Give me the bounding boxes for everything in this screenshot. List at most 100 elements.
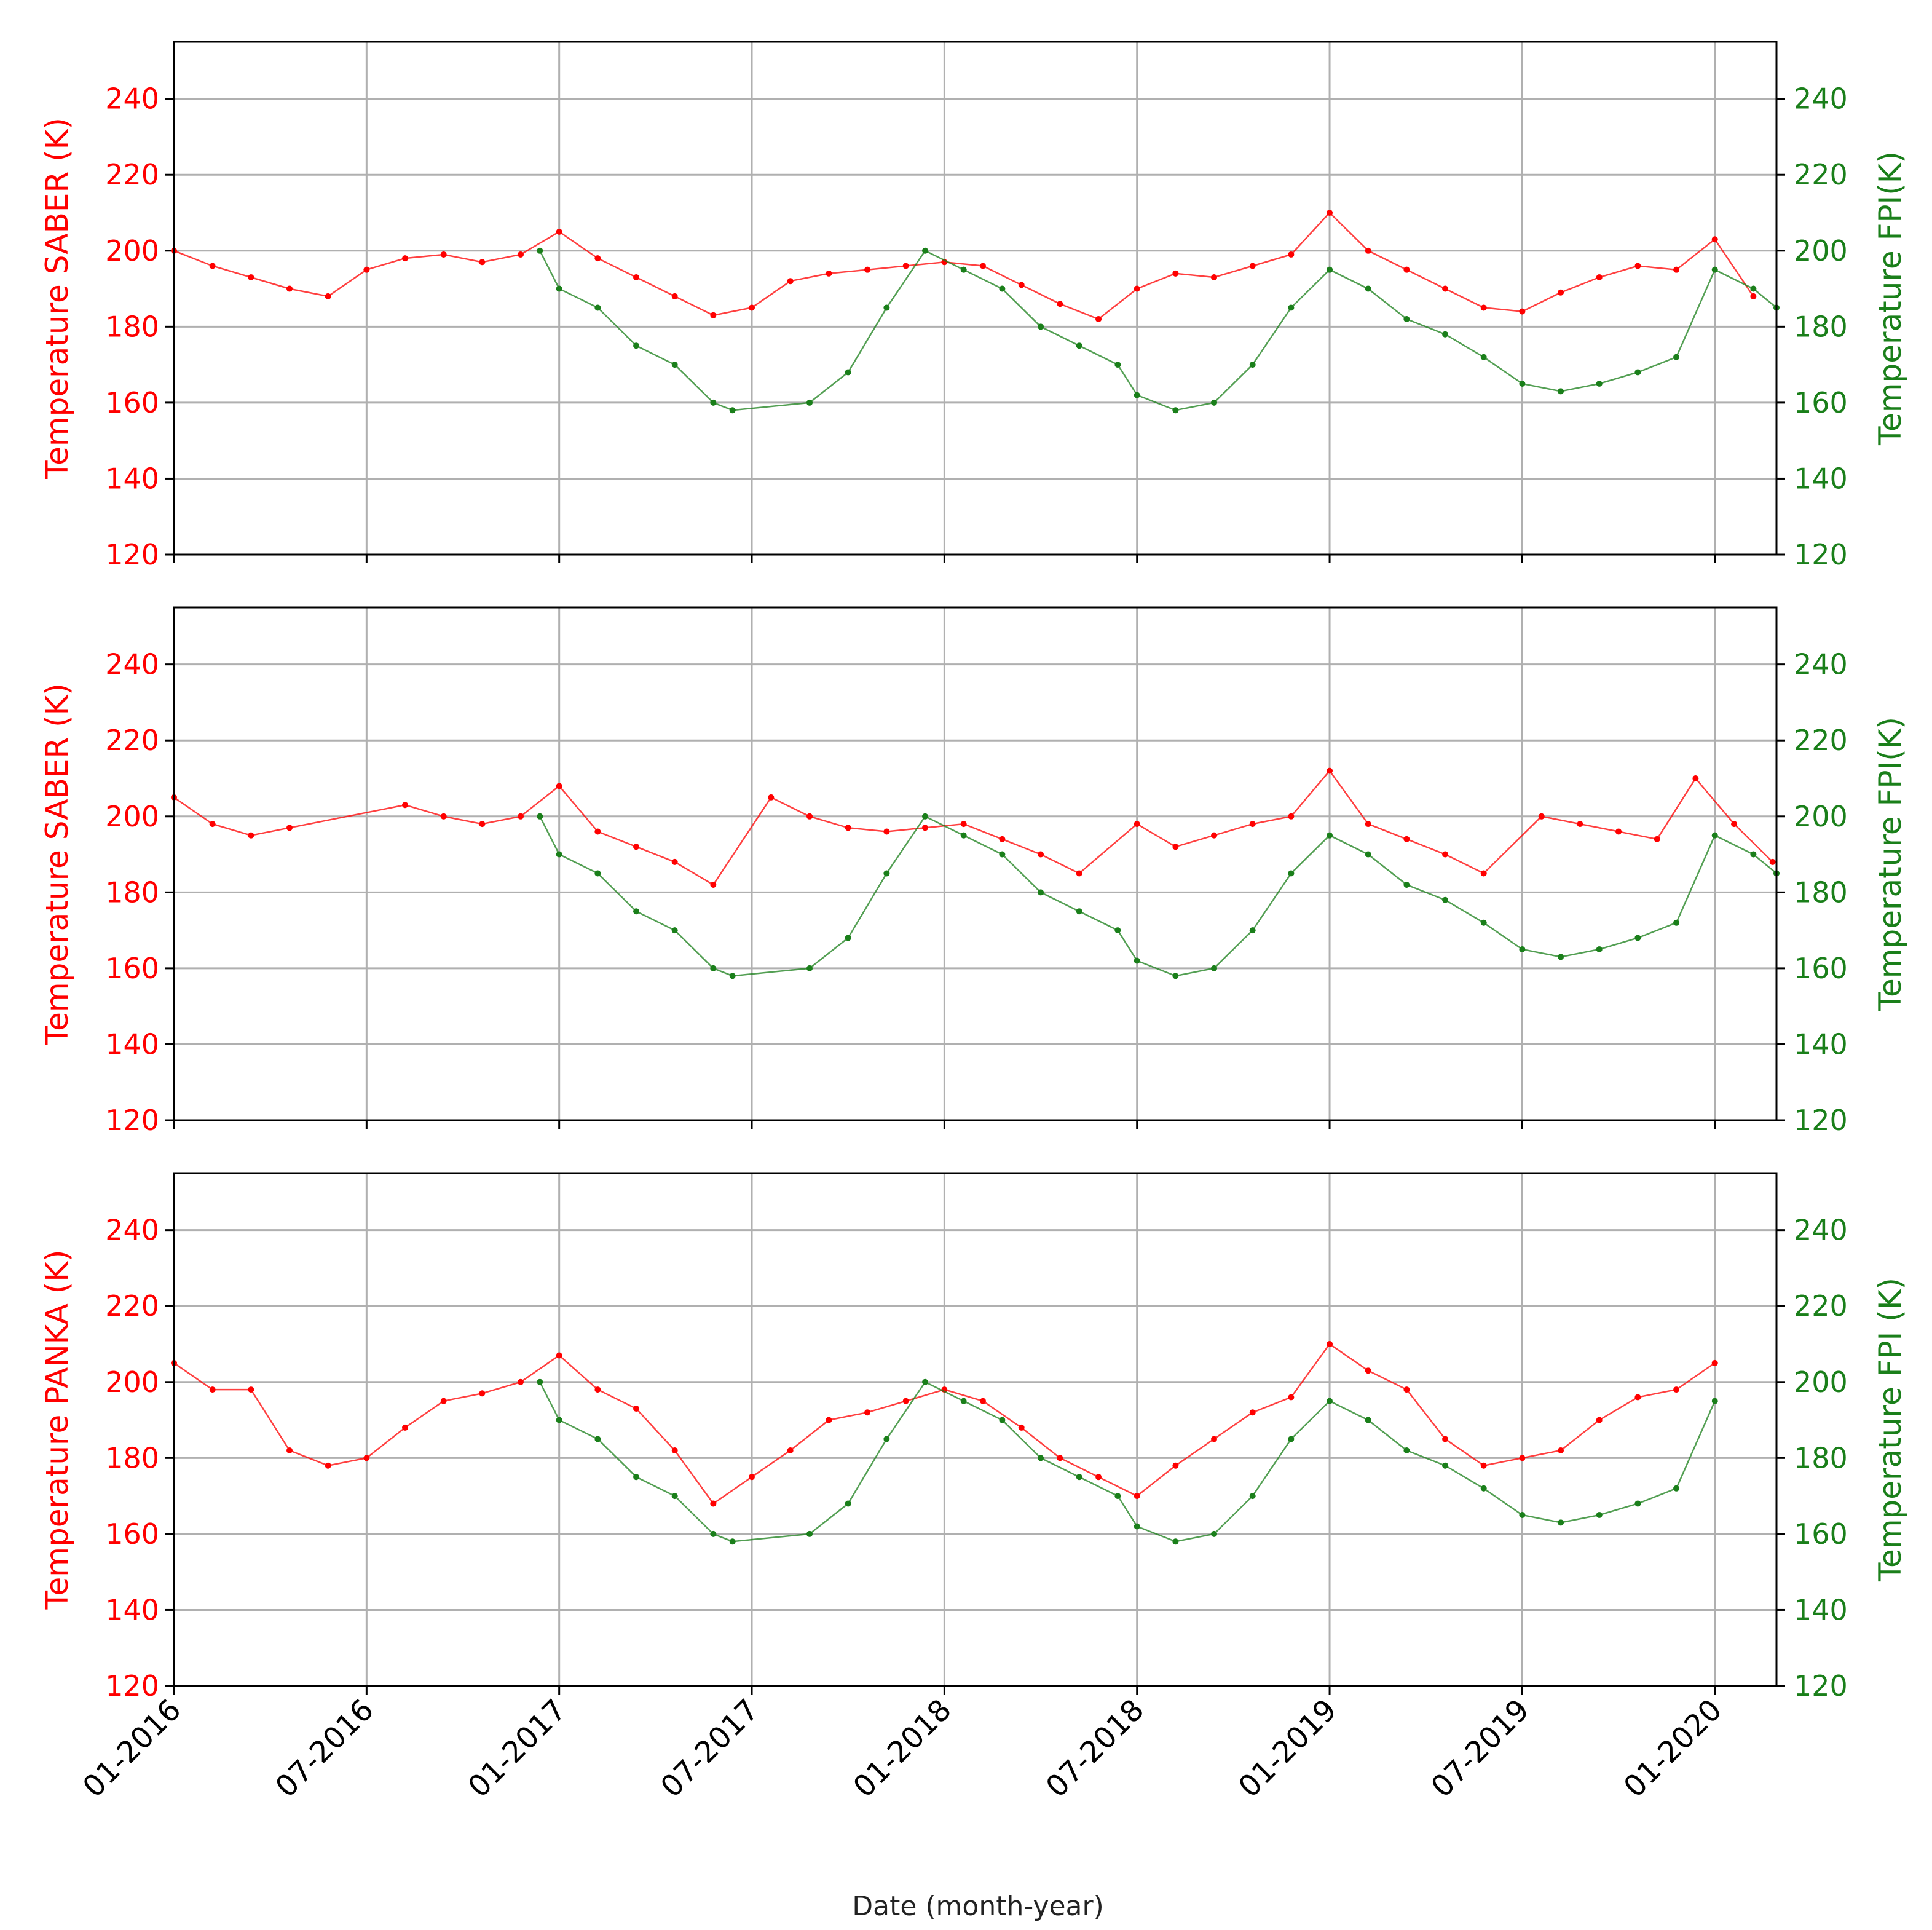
y-tick-label-right: 240 — [1794, 1214, 1848, 1247]
y-tick-label-left: 200 — [105, 1366, 159, 1399]
data-point-panka — [1711, 1359, 1718, 1366]
data-point-fpi — [960, 266, 967, 273]
data-point-fpi — [1327, 1398, 1333, 1404]
data-point-saber — [402, 802, 409, 809]
data-point-saber — [1365, 821, 1371, 828]
data-point-fpi — [1673, 1485, 1680, 1492]
data-point-fpi — [1442, 896, 1449, 903]
data-point-panka — [980, 1398, 987, 1404]
data-point-panka — [1596, 1417, 1603, 1423]
data-point-fpi — [1288, 304, 1295, 311]
data-point-panka — [556, 1352, 562, 1359]
data-point-panka — [1403, 1386, 1410, 1393]
data-point-saber — [1711, 236, 1718, 243]
y-tick-label-left: 160 — [105, 1517, 159, 1551]
data-point-saber — [922, 825, 929, 831]
data-point-fpi — [1211, 1530, 1218, 1537]
y-tick-label-right: 120 — [1794, 1104, 1848, 1137]
y-tick-label-left: 120 — [105, 1669, 159, 1703]
y-tick-label-left: 160 — [105, 386, 159, 419]
data-point-saber — [1057, 301, 1063, 307]
data-point-fpi — [1249, 362, 1256, 368]
data-point-panka — [1673, 1386, 1680, 1393]
data-point-fpi — [1442, 1462, 1449, 1469]
data-point-fpi — [1750, 285, 1757, 292]
data-point-fpi — [671, 1493, 678, 1500]
y-tick-label-left: 120 — [105, 538, 159, 571]
data-point-saber — [248, 274, 254, 281]
y-tick-label-left: 220 — [105, 1289, 159, 1323]
data-point-saber — [1442, 285, 1449, 292]
data-point-panka — [902, 1398, 909, 1404]
y-axis-label-left: Temperature SABER (K) — [39, 117, 75, 480]
data-point-saber — [286, 285, 293, 292]
data-point-fpi — [1076, 1474, 1082, 1481]
data-point-fpi — [1038, 889, 1044, 896]
data-point-saber — [440, 813, 447, 820]
data-point-saber — [864, 266, 871, 273]
data-point-fpi — [1596, 946, 1603, 952]
data-point-saber — [671, 293, 678, 299]
y-tick-label-left: 160 — [105, 952, 159, 985]
data-point-saber — [1172, 844, 1179, 850]
data-point-panka — [1558, 1447, 1564, 1453]
data-point-saber — [1615, 828, 1622, 835]
data-point-panka — [402, 1424, 409, 1431]
y-tick-label-left: 140 — [105, 1027, 159, 1061]
data-point-panka — [1057, 1455, 1063, 1461]
series-line-fpi — [539, 815, 1777, 977]
data-point-saber — [999, 836, 1006, 842]
x-tick-label: 07-2017 — [654, 1693, 765, 1804]
data-point-panka — [518, 1378, 524, 1385]
x-axis-label: Date (month-year) — [852, 1891, 1104, 1922]
data-point-panka — [1172, 1462, 1179, 1469]
data-point-panka — [671, 1447, 678, 1453]
y-tick-label-right: 240 — [1794, 648, 1848, 681]
data-point-fpi — [1076, 342, 1082, 349]
data-point-saber — [1327, 210, 1333, 216]
data-point-fpi — [922, 813, 929, 820]
y-tick-label-right: 240 — [1794, 82, 1848, 116]
data-point-fpi — [710, 399, 717, 406]
data-point-fpi — [594, 304, 601, 311]
data-point-fpi — [1711, 266, 1718, 273]
data-point-fpi — [1480, 354, 1487, 360]
data-point-fpi — [1249, 927, 1256, 934]
y-tick-label-right: 120 — [1794, 1669, 1848, 1703]
data-point-fpi — [1711, 1398, 1718, 1404]
data-point-fpi — [806, 1530, 813, 1537]
data-point-saber — [556, 783, 562, 789]
data-point-saber — [1654, 836, 1660, 842]
series-line-saber — [173, 769, 1773, 886]
data-point-saber — [479, 259, 486, 266]
y-tick-label-right: 180 — [1794, 310, 1848, 343]
data-point-fpi — [1596, 381, 1603, 387]
data-point-fpi — [633, 908, 640, 915]
data-point-fpi — [710, 965, 717, 971]
data-point-saber — [1673, 266, 1680, 273]
data-point-saber — [1403, 266, 1410, 273]
data-point-fpi — [883, 1436, 890, 1442]
data-point-fpi — [1172, 1538, 1179, 1545]
data-point-fpi — [1558, 388, 1564, 395]
data-point-panka — [1095, 1474, 1102, 1481]
y-tick-label-right: 140 — [1794, 1027, 1848, 1061]
data-point-fpi — [1673, 919, 1680, 926]
data-point-fpi — [1249, 1493, 1256, 1500]
data-point-saber — [1211, 832, 1218, 839]
data-point-panka — [1480, 1462, 1487, 1469]
data-point-fpi — [556, 1417, 562, 1423]
x-tick-label: 07-2019 — [1424, 1693, 1536, 1804]
data-point-saber — [1403, 836, 1410, 842]
data-point-fpi — [537, 1378, 543, 1385]
data-point-panka — [1519, 1455, 1526, 1461]
data-point-saber — [1750, 293, 1757, 299]
data-point-saber — [710, 881, 717, 888]
data-point-saber — [1731, 821, 1738, 828]
data-point-panka — [1288, 1394, 1295, 1401]
data-point-panka — [325, 1462, 331, 1469]
data-point-fpi — [1211, 965, 1218, 971]
data-point-fpi — [1365, 1417, 1371, 1423]
data-point-saber — [1365, 247, 1371, 254]
data-point-saber — [1288, 251, 1295, 258]
